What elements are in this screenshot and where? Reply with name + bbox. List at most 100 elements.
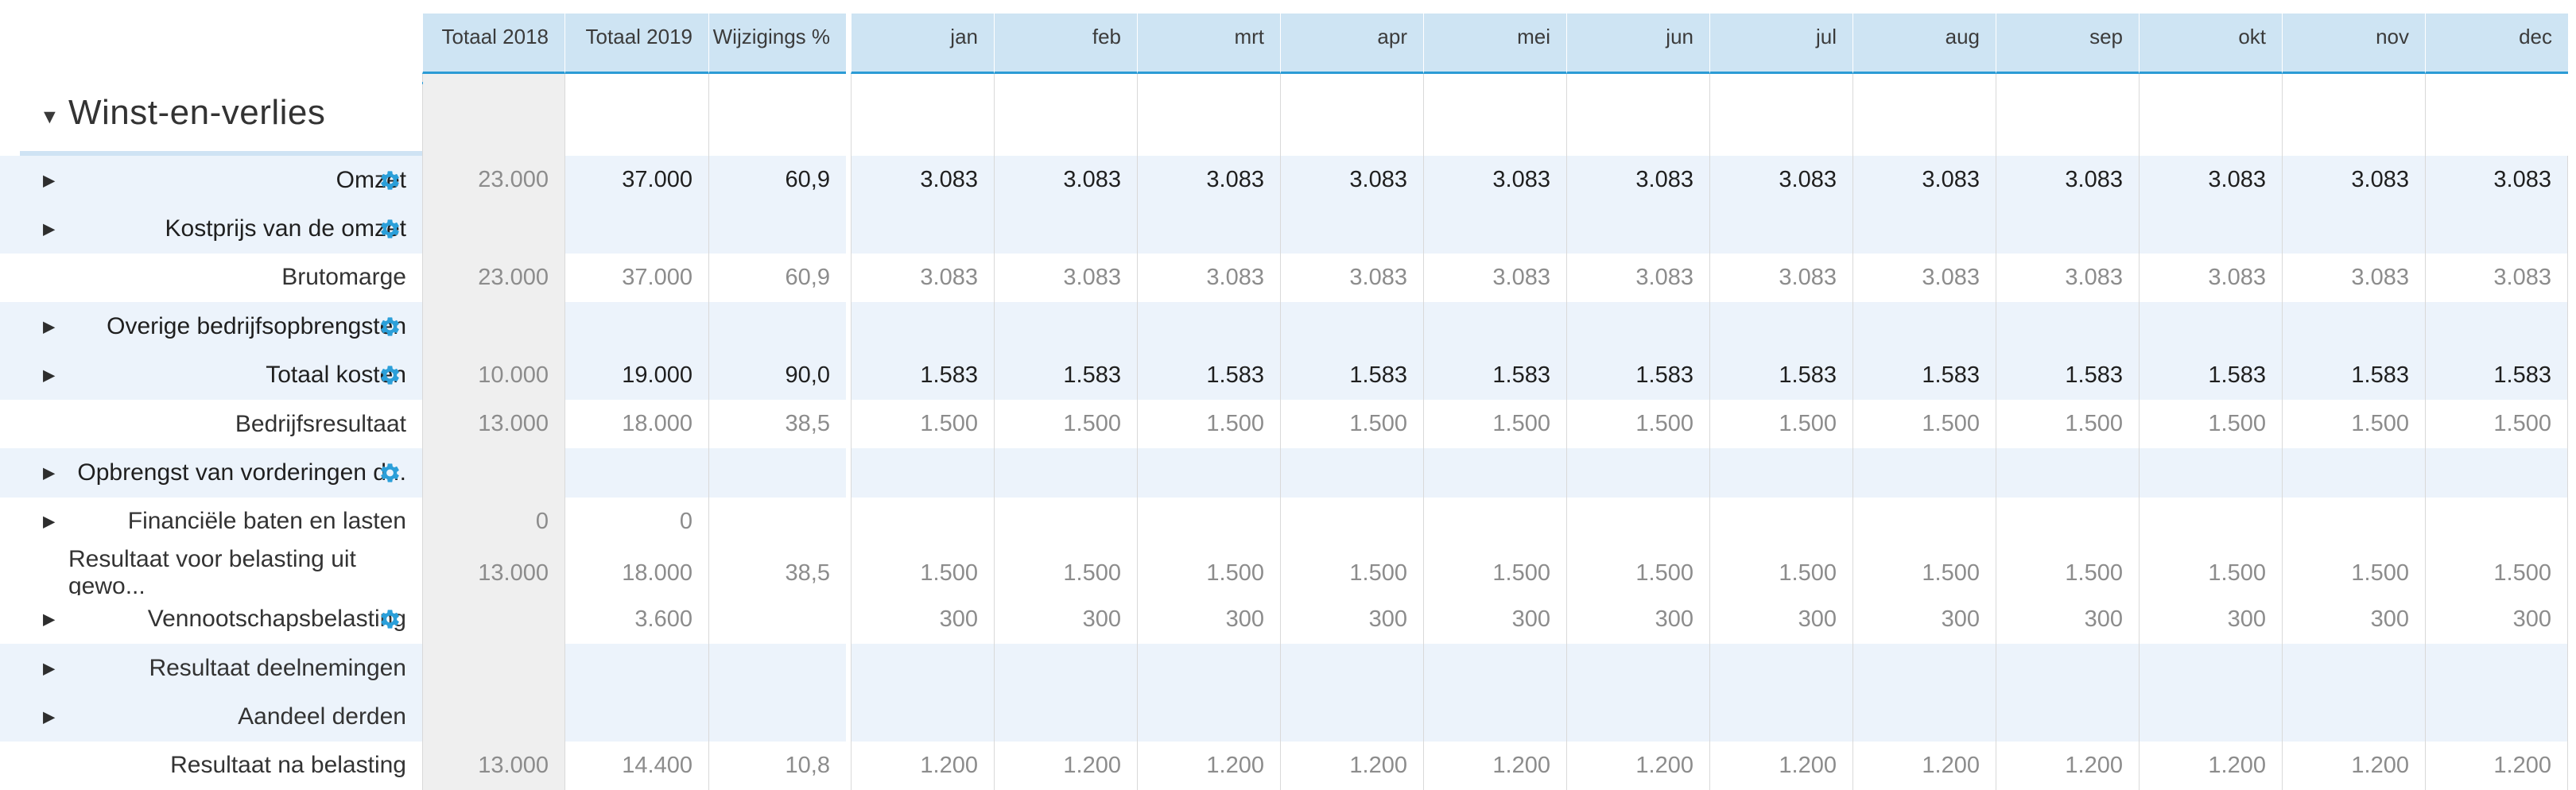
cell-month [1423,448,1566,498]
cell-totaal-2019 [564,692,708,742]
cell-month: 1.583 [1709,350,1852,400]
collapse-arrow-icon[interactable]: ▼ [40,106,60,128]
cell-month: 3.083 [1280,156,1423,205]
cell-month: 3.083 [994,253,1137,303]
column-gap [846,350,851,400]
section-cell [2425,74,2568,156]
cell-month [1996,204,2139,254]
cell-totaal-2019: 3.600 [564,594,708,644]
expand-arrow-icon[interactable]: ▶ [43,610,56,629]
expand-arrow-icon[interactable]: ▶ [43,660,56,678]
cell-month: 1.200 [1280,741,1423,790]
cell-month [1566,302,1709,351]
cell-month: 3.083 [1423,253,1566,303]
expand-arrow-icon[interactable]: ▶ [43,366,56,385]
row-label-cell: ▶ Omzet [0,156,422,205]
table-row: ▶ Resultaat na belasting 13.000 14.400 1… [0,741,2576,790]
row-label-column-header [0,14,422,74]
gear-icon[interactable] [378,462,402,485]
cell-wijzigings-pct [708,643,846,693]
column-gap [846,399,851,449]
section-cell [564,74,708,156]
gear-icon[interactable] [378,608,402,631]
expand-arrow-icon[interactable]: ▶ [43,513,56,531]
expand-arrow-icon[interactable]: ▶ [43,708,56,726]
cell-month: 3.083 [1137,156,1280,205]
expand-arrow-icon[interactable]: ▶ [43,172,56,190]
column-header-month: feb [994,14,1137,74]
cell-month [1852,692,1996,742]
cell-wijzigings-pct: 60,9 [708,156,846,205]
cell-month [994,448,1137,498]
cell-month: 300 [1566,594,1709,644]
cell-month: 300 [2139,594,2282,644]
row-label: Brutomarge [281,264,406,291]
cell-month [1996,692,2139,742]
expand-arrow-icon[interactable]: ▶ [43,464,56,482]
cell-month [994,692,1137,742]
cell-month [1709,692,1852,742]
cell-totaal-2019: 0 [564,497,708,547]
cell-month: 1.583 [1137,350,1280,400]
cell-month [2425,692,2568,742]
table-row: ▶ Resultaat voor belasting uit gewo... 1… [0,546,2576,601]
table-row: ▶ Vennootschapsbelasting 3.600 300 300 3… [0,594,2576,644]
section-cell [1996,74,2139,156]
cell-month [851,302,994,351]
cell-month: 1.500 [2139,546,2282,601]
cell-month [2139,302,2282,351]
expand-arrow-icon[interactable]: ▶ [43,318,56,336]
cell-month: 1.500 [2425,399,2568,449]
cell-month [1423,692,1566,742]
cell-month [1709,448,1852,498]
cell-month [2425,302,2568,351]
cell-month: 1.500 [1280,546,1423,601]
cell-month [1852,302,1996,351]
cell-month [1137,692,1280,742]
cell-totaal-2018: 13.000 [422,741,564,790]
cell-month [851,643,994,693]
cell-totaal-2019: 37.000 [564,156,708,205]
cell-month: 3.083 [851,156,994,205]
gear-icon[interactable] [378,364,402,387]
row-label: Vennootschapsbelasting [147,606,406,633]
row-label-cell: ▶ Financiële baten en lasten [0,497,422,547]
cell-month: 1.200 [2282,741,2425,790]
cell-month [1996,643,2139,693]
cell-month: 3.083 [1709,156,1852,205]
column-header-month: apr [1280,14,1423,74]
table-row: ▶ Brutomarge 23.000 37.000 60,9 3.083 3.… [0,253,2576,303]
gear-icon[interactable] [378,168,402,192]
cell-month [1280,448,1423,498]
cell-month [1566,204,1709,254]
cell-month [1852,448,1996,498]
cell-month: 1.583 [1423,350,1566,400]
column-header-wijzigings-pct: Wijzigings % [708,14,846,74]
gear-icon[interactable] [378,315,402,338]
cell-month: 1.500 [851,546,994,601]
cell-month: 1.500 [1423,399,1566,449]
cell-month: 3.083 [2139,253,2282,303]
cell-totaal-2018 [422,692,564,742]
cell-totaal-2019 [564,204,708,254]
row-label: Aandeel derden [238,703,406,730]
cell-wijzigings-pct: 38,5 [708,546,846,601]
table-row: ▶ Bedrijfsresultaat 13.000 18.000 38,5 1… [0,399,2576,449]
gear-icon[interactable] [378,218,402,241]
section-cell [1280,74,1423,156]
cell-month [1566,692,1709,742]
section-cell [2282,74,2425,156]
cell-month: 3.083 [994,156,1137,205]
row-label-cell: ▶ Resultaat deelnemingen [0,643,422,693]
cell-month: 1.200 [994,741,1137,790]
cell-totaal-2019 [564,448,708,498]
expand-arrow-icon[interactable]: ▶ [43,220,56,238]
cell-month [851,448,994,498]
cell-month: 1.200 [1996,741,2139,790]
column-gap [846,497,851,547]
cell-month: 1.200 [1709,741,1852,790]
cell-totaal-2019: 19.000 [564,350,708,400]
table-row: ▶ Financiële baten en lasten 0 0 [0,497,2576,547]
cell-month: 1.500 [1423,546,1566,601]
